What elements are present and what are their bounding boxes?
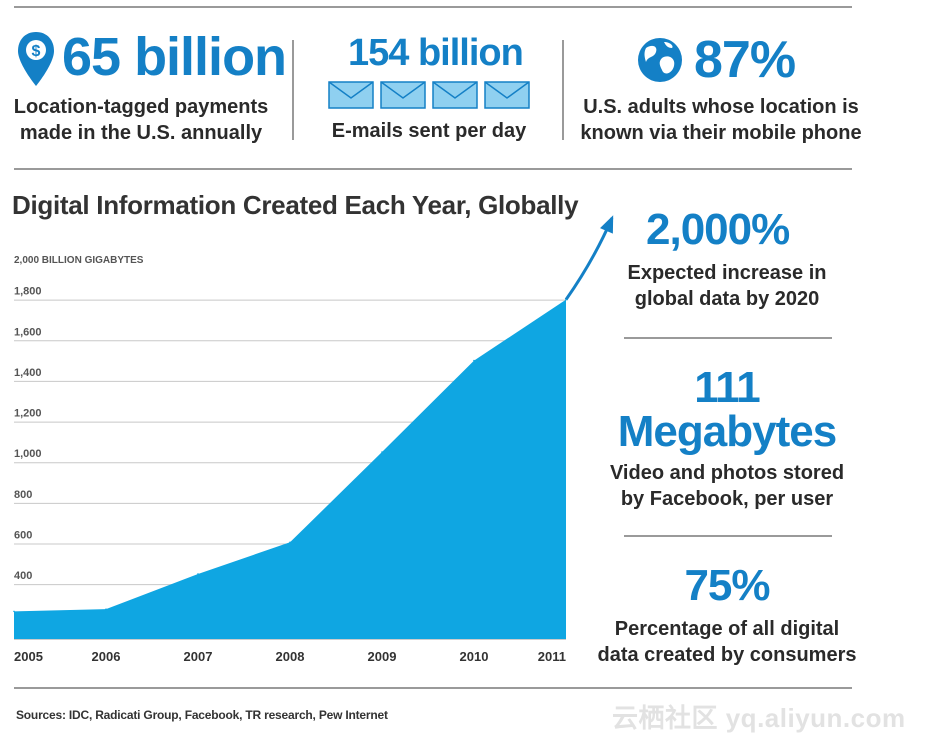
data-points: [13, 298, 567, 613]
y-tick-label: 800: [14, 489, 32, 501]
y-tick-label: 600: [14, 529, 32, 541]
data-point: [381, 451, 383, 453]
stat-payments-label: Location-tagged payments made in the U.S…: [13, 96, 269, 144]
x-tick-label: 2007: [184, 649, 213, 664]
envelope-icon: [484, 81, 530, 109]
side-rule-2: [624, 535, 832, 537]
header-divider-2: [562, 40, 564, 140]
stat-payments-value: 65 billion: [62, 27, 287, 87]
sources-note: Sources: IDC, Radicati Group, Facebook, …: [16, 708, 388, 722]
y-tick-label: 400: [14, 570, 32, 582]
svg-text:$: $: [32, 43, 41, 60]
data-area-series: [14, 299, 566, 639]
y-tick-label: 1,000: [14, 448, 42, 460]
chart-title: Digital Information Created Each Year, G…: [12, 190, 579, 220]
side-rule-1: [624, 337, 832, 339]
envelope-icon-row: [328, 80, 532, 110]
y-tick-label: 1,800: [14, 286, 42, 298]
y-tick-label: 1,600: [14, 326, 42, 338]
x-tick-label: 2010: [460, 649, 489, 664]
data-point: [565, 298, 567, 301]
header-divider-1: [292, 40, 294, 140]
y-axis-labels: 2,000 BILLION GIGABYTES 1,800 1,600 1,400 1,…: [14, 255, 144, 582]
y-tick-label: 2,000 BILLION GIGABYTES: [14, 255, 144, 266]
y-tick-label: 1,200: [14, 408, 42, 420]
y-tick-label: 1,400: [14, 367, 42, 379]
envelope-icon: [328, 81, 374, 109]
location-pin-dollar-icon: $: [16, 30, 56, 88]
x-tick-label: 2008: [276, 649, 305, 664]
stat-consumers-value: 75%: [684, 561, 770, 610]
x-tick-label: 2009: [368, 649, 397, 664]
stat-megabytes-number: 111: [694, 363, 761, 412]
stat-consumers-label: Percentage of all digital data created b…: [597, 618, 857, 666]
top-rule: [14, 6, 852, 8]
data-point: [105, 608, 107, 610]
trend-arrow-head: [600, 215, 614, 234]
stat-megabytes-unit: Megabytes: [617, 407, 837, 456]
stat-emails-label: E-mails sent per day: [331, 120, 527, 142]
stat-location-label: U.S. adults whose location is known via …: [580, 96, 862, 144]
envelope-icon: [380, 81, 426, 109]
data-point: [13, 610, 15, 613]
watermark: 云栖社区 yq.aliyun.com: [612, 703, 906, 733]
x-tick-label: 2011: [538, 649, 566, 664]
stat-megabytes-label: Video and photos stored by Facebook, per…: [609, 462, 845, 510]
envelope-icon: [432, 81, 478, 109]
globe-icon: [636, 36, 684, 84]
data-point: [289, 541, 291, 544]
stat-increase-value: 2,000%: [646, 205, 790, 254]
stat-location-value: 87%: [694, 31, 796, 89]
data-point: [473, 359, 475, 362]
stat-increase-label: Expected increase in global data by 2020: [627, 262, 827, 310]
header-bottom-rule: [14, 168, 852, 170]
stat-emails-value: 154 billion: [348, 32, 524, 74]
x-axis-labels: 2005 2006 2007 2008 2009 2010 2011: [14, 649, 566, 664]
data-point: [197, 573, 199, 575]
x-tick-label: 2006: [92, 649, 121, 664]
footer-rule: [14, 687, 852, 689]
x-tick-label: 2005: [14, 649, 43, 664]
